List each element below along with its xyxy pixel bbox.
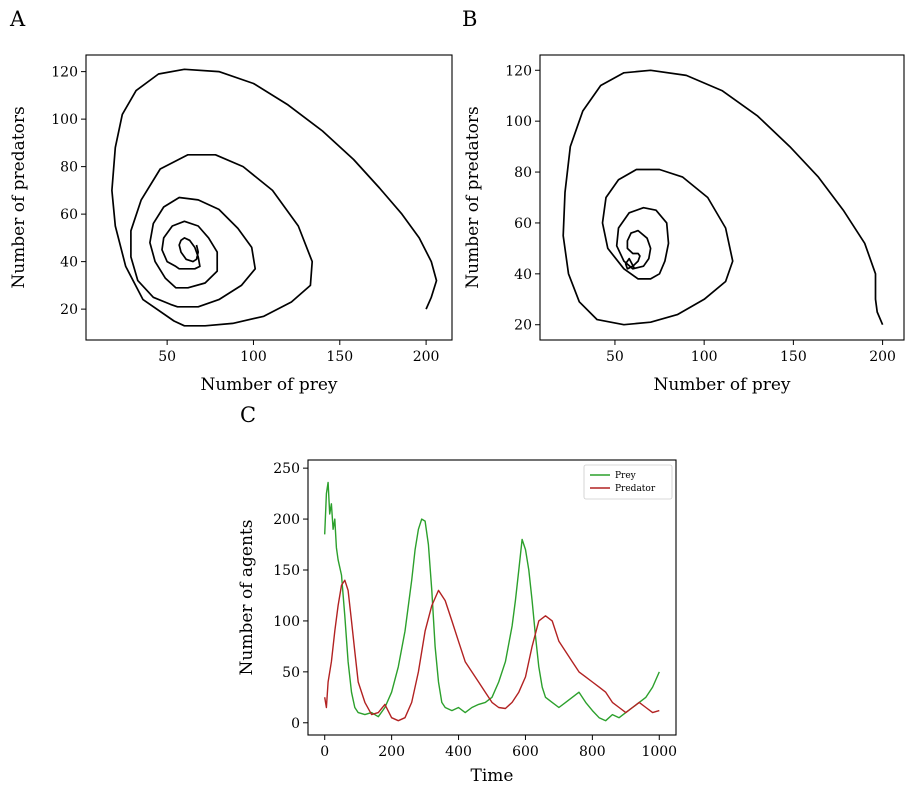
x-axis-label: Number of prey [200, 375, 337, 395]
chart-panel-b: 50 100 150 200 20 40 60 80 100 120 Number of prey N… [463, 54, 905, 395]
panel-label-a: A [9, 7, 26, 31]
y-tick-label: 80 [60, 160, 78, 176]
x-tick-label: 150 [326, 349, 353, 365]
x-tick-label: 200 [869, 349, 896, 365]
y-axis-label: Number of predators [463, 106, 483, 288]
y-tick-label: 80 [514, 165, 532, 181]
legend-label-predator: Predator [615, 484, 656, 494]
series-line-predator-c [324, 579, 660, 722]
y-tick-label: 150 [273, 563, 300, 579]
x-tick-label: 800 [579, 744, 606, 760]
plot-frame-c [307, 459, 677, 736]
y-tick-label: 40 [60, 255, 78, 271]
series-line-trajectory-a [111, 68, 438, 327]
y-tick-label: 20 [60, 302, 78, 318]
x-tick-label: 100 [240, 349, 267, 365]
x-tick-label: 100 [691, 349, 718, 365]
x-tick-label: 200 [378, 744, 405, 760]
legend: Prey Predator [583, 464, 673, 500]
x-tick-label: 0 [320, 744, 329, 760]
y-axis-label: Number of predators [9, 106, 29, 288]
y-tick-label: 20 [514, 318, 532, 334]
x-tick-label: 1000 [641, 744, 677, 760]
y-tick-label: 60 [60, 207, 78, 223]
y-tick-label: 60 [514, 216, 532, 232]
plot-frame-a [85, 54, 453, 341]
chart-panel-c: 0 200 400 600 800 1000 0 50 100 150 200 250 Time Numb… [237, 459, 677, 786]
x-tick-label: 600 [512, 744, 539, 760]
y-tick-label: 50 [282, 665, 300, 681]
x-tick-label: 400 [445, 744, 472, 760]
x-axis-label: Time [471, 766, 514, 786]
x-tick-label: 50 [606, 349, 624, 365]
y-tick-label: 120 [505, 63, 532, 79]
legend-label-prey: Prey [615, 471, 637, 481]
legend-box [583, 464, 673, 500]
y-tick-label: 40 [514, 267, 532, 283]
plot-frame-b [539, 54, 905, 341]
panel-label-b: B [462, 7, 477, 31]
x-axis-label: Number of prey [653, 375, 790, 395]
y-tick-label: 100 [273, 614, 300, 630]
y-tick-label: 250 [273, 461, 300, 477]
y-tick-label: 200 [273, 512, 300, 528]
panel-label-c: C [240, 403, 256, 427]
series-line-trajectory-b [562, 69, 884, 326]
x-tick-label: 150 [780, 349, 807, 365]
y-axis-label: Number of agents [237, 520, 257, 676]
series-line-prey-c [324, 481, 660, 722]
y-tick-label: 120 [51, 65, 78, 81]
x-tick-label: 50 [158, 349, 176, 365]
y-tick-label: 0 [291, 716, 300, 732]
chart-panel-a: 50 100 150 200 20 40 60 80 100 120 Number of prey N… [9, 54, 453, 395]
x-tick-label: 200 [413, 349, 440, 365]
y-tick-label: 100 [505, 114, 532, 130]
y-tick-label: 100 [51, 112, 78, 128]
